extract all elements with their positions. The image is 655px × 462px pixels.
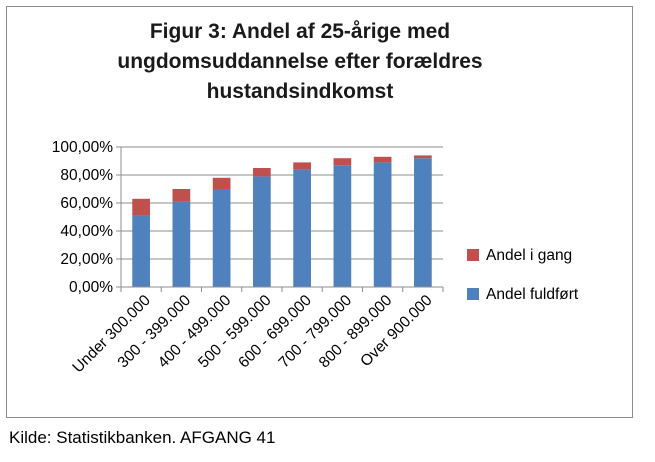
chart-title: Figur 3: Andel af 25-årige med ungdomsudd…	[117, 20, 482, 103]
bar-andel-i-gang	[253, 168, 271, 177]
bar-andel-fuldf-rt	[373, 162, 392, 287]
y-tick-label: 40,00%	[60, 223, 113, 240]
chart-title-line: hustandsindkomst	[207, 80, 394, 103]
legend-label: Andel fuldført	[486, 286, 579, 303]
bar-andel-fuldf-rt	[414, 158, 432, 287]
bar-andel-fuldf-rt	[293, 169, 311, 287]
gridlines	[116, 146, 443, 288]
bar-andel-i-gang	[414, 155, 432, 159]
bar-andel-fuldf-rt	[212, 189, 231, 287]
y-tick-label: 20,00%	[60, 251, 113, 268]
bar-andel-fuldf-rt	[172, 201, 191, 287]
bar-andel-fuldf-rt	[333, 165, 352, 287]
chart-frame: Figur 3: Andel af 25-årige med ungdomsudd…	[6, 6, 633, 418]
x-tick-label: Over 900.000	[357, 292, 436, 371]
bar-andel-fuldf-rt	[132, 215, 150, 287]
y-tick-label: 80,00%	[60, 167, 113, 184]
legend-swatch	[467, 288, 479, 300]
legend-swatch	[467, 249, 479, 261]
y-tick-label: 100,00%	[52, 139, 113, 156]
y-axis-tick-labels: 0,00% 20,00% 40,00% 60,00% 80,00% 100,00%	[52, 139, 113, 296]
legend: Andel i gang Andel fuldført	[467, 247, 579, 303]
bar-andel-i-gang	[373, 156, 392, 163]
axes	[120, 147, 444, 292]
bar-andel-i-gang	[212, 177, 231, 189]
legend-label: Andel i gang	[486, 247, 572, 264]
bar-andel-i-gang	[333, 158, 352, 166]
bar-andel-i-gang	[293, 162, 311, 170]
chart-title-line: Figur 3: Andel af 25-årige med	[150, 20, 450, 43]
y-tick-label: 60,00%	[60, 195, 113, 212]
bar-andel-i-gang	[172, 189, 191, 202]
chart-title-line: ungdomsuddannelse efter forældres	[117, 50, 482, 73]
source-note: Kilde: Statistikbanken. AFGANG 41	[9, 428, 276, 447]
y-tick-label: 0,00%	[69, 279, 113, 296]
chart: Figur 3: Andel af 25-årige med ungdomsudd…	[52, 20, 579, 377]
bars	[132, 155, 432, 287]
bar-andel-i-gang	[132, 198, 150, 216]
bar-andel-fuldf-rt	[253, 176, 271, 287]
